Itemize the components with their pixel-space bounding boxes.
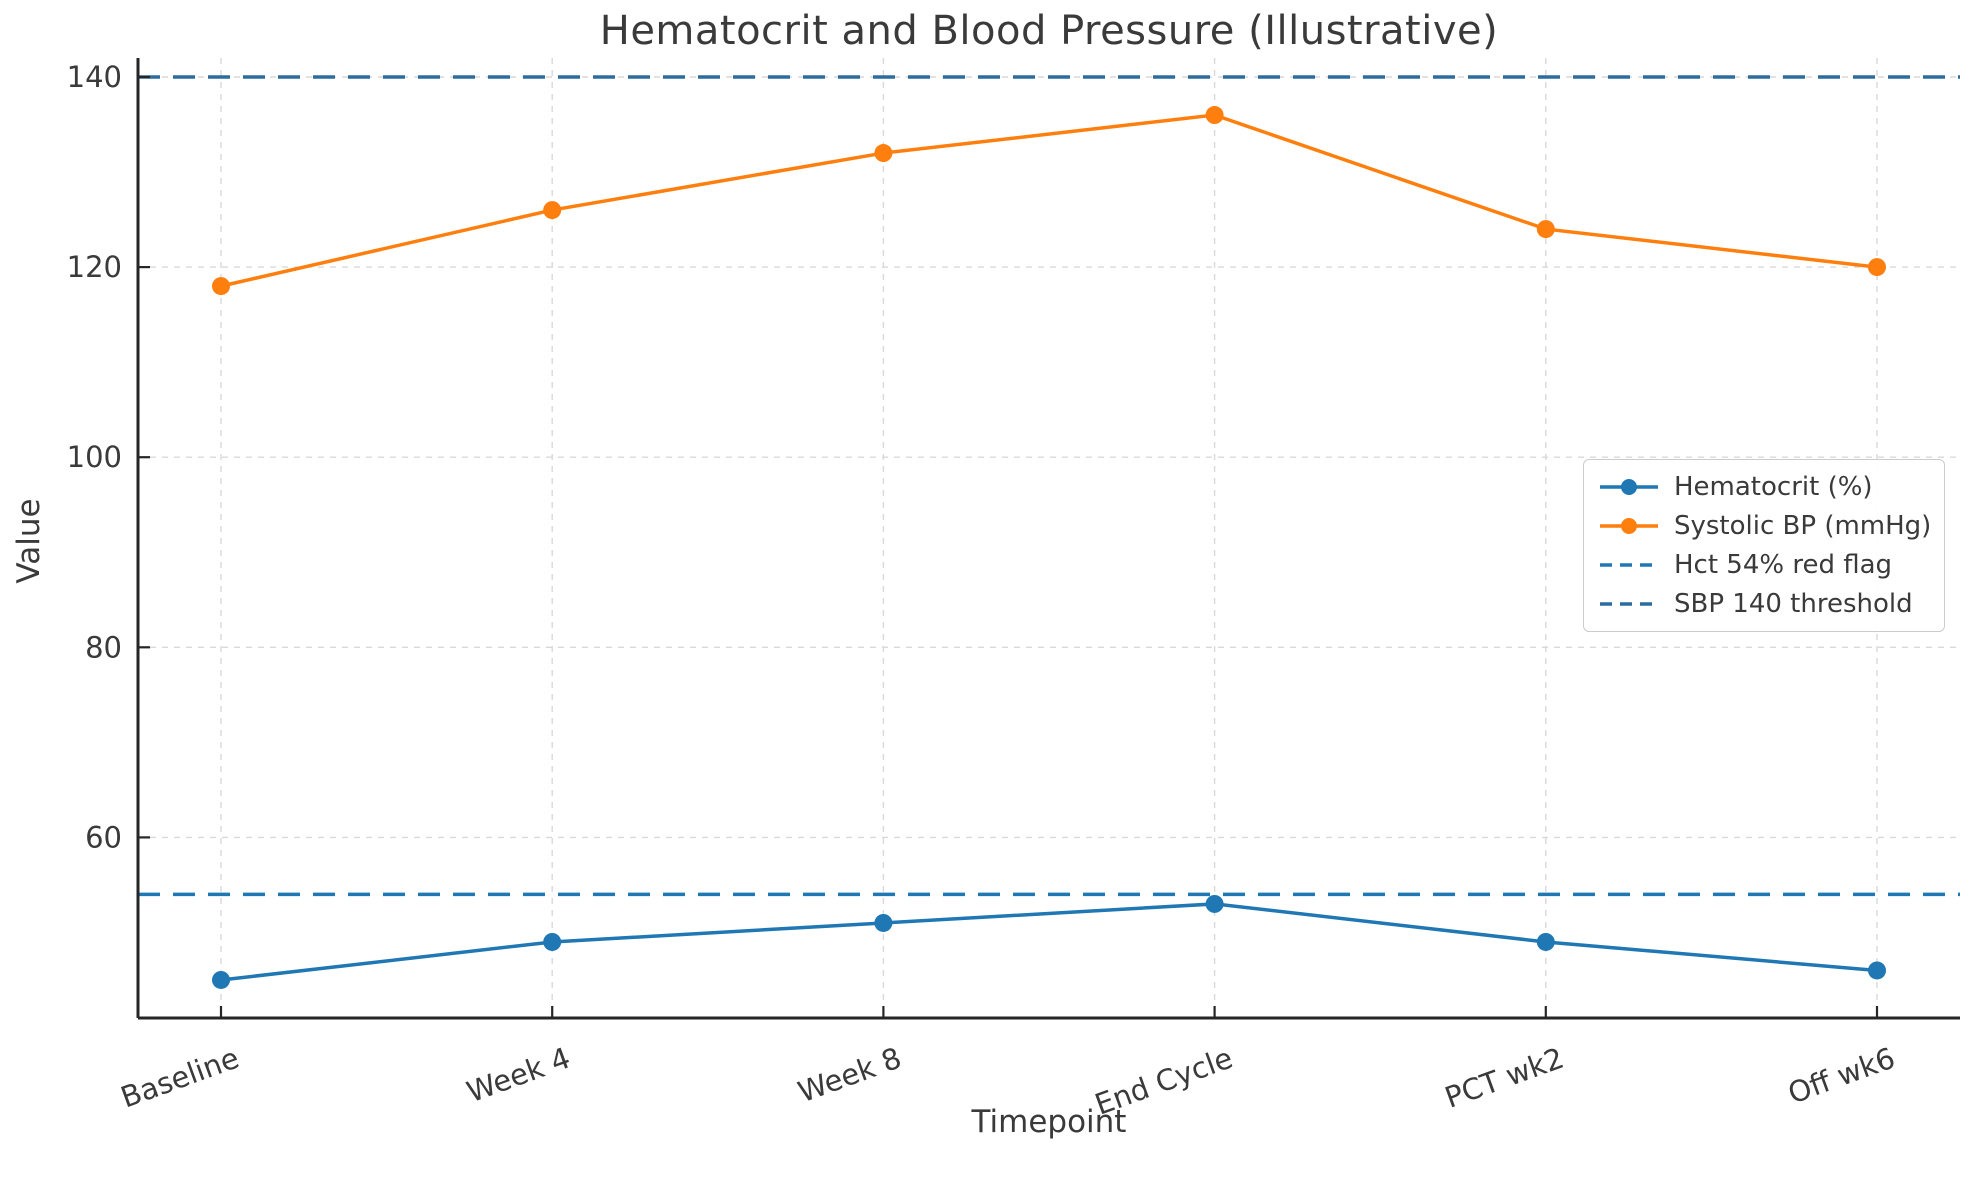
y-tick-label: 140: [67, 60, 122, 94]
data-point-marker: [1536, 932, 1555, 951]
legend-label: Systolic BP (mmHg): [1674, 511, 1932, 542]
legend-label: Hct 54% red flag: [1674, 549, 1893, 580]
x-tick-label: Off wk6: [1783, 1041, 1899, 1111]
data-point-marker: [874, 913, 893, 932]
legend-item-hct-flag: Hct 54% red flag: [1598, 547, 1932, 583]
legend: Hematocrit (%) Systolic BP (mmHg) Hct 54…: [1583, 459, 1945, 632]
legend-item-systolic-bp: Systolic BP (mmHg): [1598, 508, 1932, 544]
legend-swatch-dashed-line-icon: [1600, 601, 1658, 606]
x-tick-label: Week 8: [794, 1041, 906, 1110]
chart-title: Hematocrit and Blood Pressure (Illustrat…: [599, 8, 1499, 54]
legend-item-sbp-threshold: SBP 140 threshold: [1598, 586, 1932, 622]
data-point-marker: [874, 144, 893, 163]
data-point-marker: [1868, 961, 1886, 980]
data-point-marker: [543, 932, 562, 951]
data-point-marker: [1205, 894, 1224, 913]
data-point-marker: [212, 277, 230, 296]
legend-item-hematocrit: Hematocrit (%): [1598, 469, 1932, 505]
y-tick-label: 80: [85, 630, 122, 664]
data-point-marker: [1868, 258, 1886, 277]
y-axis-label: Value: [11, 498, 47, 584]
series-line: [220, 113, 1878, 288]
legend-label: SBP 140 threshold: [1674, 588, 1913, 619]
data-point-marker: [543, 201, 562, 220]
legend-swatch-dashed-line-icon: [1600, 563, 1658, 567]
legend-swatch-solid-line-marker-icon: [1600, 518, 1658, 535]
x-axis-label: Timepoint: [971, 1104, 1127, 1140]
data-point-marker: [212, 970, 230, 989]
legend-label: Hematocrit (%): [1674, 472, 1873, 503]
x-tick-label: Week 4: [462, 1041, 574, 1110]
y-tick-label: 100: [67, 440, 122, 474]
y-tick-label: 120: [67, 250, 122, 284]
data-point-marker: [1205, 106, 1224, 125]
series-line: [220, 902, 1878, 982]
y-tick-label: 60: [85, 820, 122, 854]
data-point-marker: [1536, 220, 1555, 239]
legend-swatch-solid-line-marker-icon: [1600, 479, 1658, 496]
